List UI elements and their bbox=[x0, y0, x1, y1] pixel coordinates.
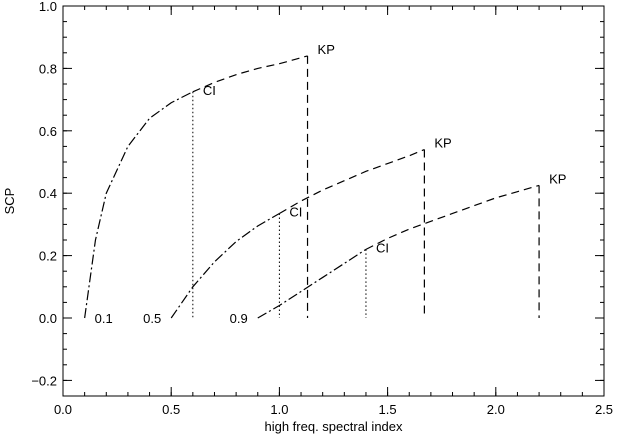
series-3-kp-label: KP bbox=[549, 171, 566, 186]
series-1-dashdot-segment bbox=[84, 91, 194, 319]
series-1-kp-label: KP bbox=[318, 42, 335, 57]
x-tick-label: 1.0 bbox=[270, 402, 288, 417]
y-tick-label: 1.0 bbox=[39, 0, 57, 14]
series-1-dashed-segment bbox=[192, 55, 308, 93]
x-tick-label: 2.5 bbox=[595, 402, 613, 417]
series-1-start-label: 0.1 bbox=[95, 311, 113, 326]
tick-label-group: 0.0 0.5 1.0 1.5 2.0 2.5 −0.2 0.0 0.2 0.4 0.6 0.8 1.0 bbox=[31, 0, 613, 417]
series-2-kp-label: KP bbox=[434, 136, 451, 151]
x-axis-title: high freq. spectral index bbox=[264, 419, 403, 434]
x-tick-label: 2.0 bbox=[487, 402, 505, 417]
x-tick-label: 0.5 bbox=[162, 402, 180, 417]
series-2-ci-label: CI bbox=[289, 204, 302, 219]
plot-frame bbox=[62, 5, 605, 397]
series-3-dashdot-segment bbox=[257, 248, 367, 319]
x-tick-label: 1.5 bbox=[379, 402, 397, 417]
y-tick-label: 0.6 bbox=[39, 124, 57, 139]
series-3-ci-label: CI bbox=[376, 240, 389, 255]
series-3-start-label: 0.9 bbox=[230, 311, 248, 326]
series-2-dashed-segment bbox=[279, 148, 425, 214]
series-1-ci-label: CI bbox=[203, 83, 216, 98]
series-2-dashdot-segment bbox=[170, 212, 280, 319]
marker-group bbox=[192, 55, 540, 318]
y-tick-label: −0.2 bbox=[31, 373, 57, 388]
tick-group bbox=[62, 5, 605, 396]
y-tick-label: 0.2 bbox=[39, 249, 57, 264]
annotation-group: 0.1 CI KP 0.5 CI KP 0.9 CI KP bbox=[95, 42, 567, 326]
curve-group bbox=[84, 55, 540, 319]
y-tick-label: 0.4 bbox=[39, 186, 57, 201]
x-tick-label: 0.0 bbox=[54, 402, 72, 417]
y-tick-label: 0.8 bbox=[39, 61, 57, 76]
y-tick-label: 0.0 bbox=[39, 311, 57, 326]
y-axis-title: SCP bbox=[2, 188, 17, 215]
series-3-dashed-segment bbox=[365, 184, 540, 250]
series-2-start-label: 0.5 bbox=[143, 311, 161, 326]
